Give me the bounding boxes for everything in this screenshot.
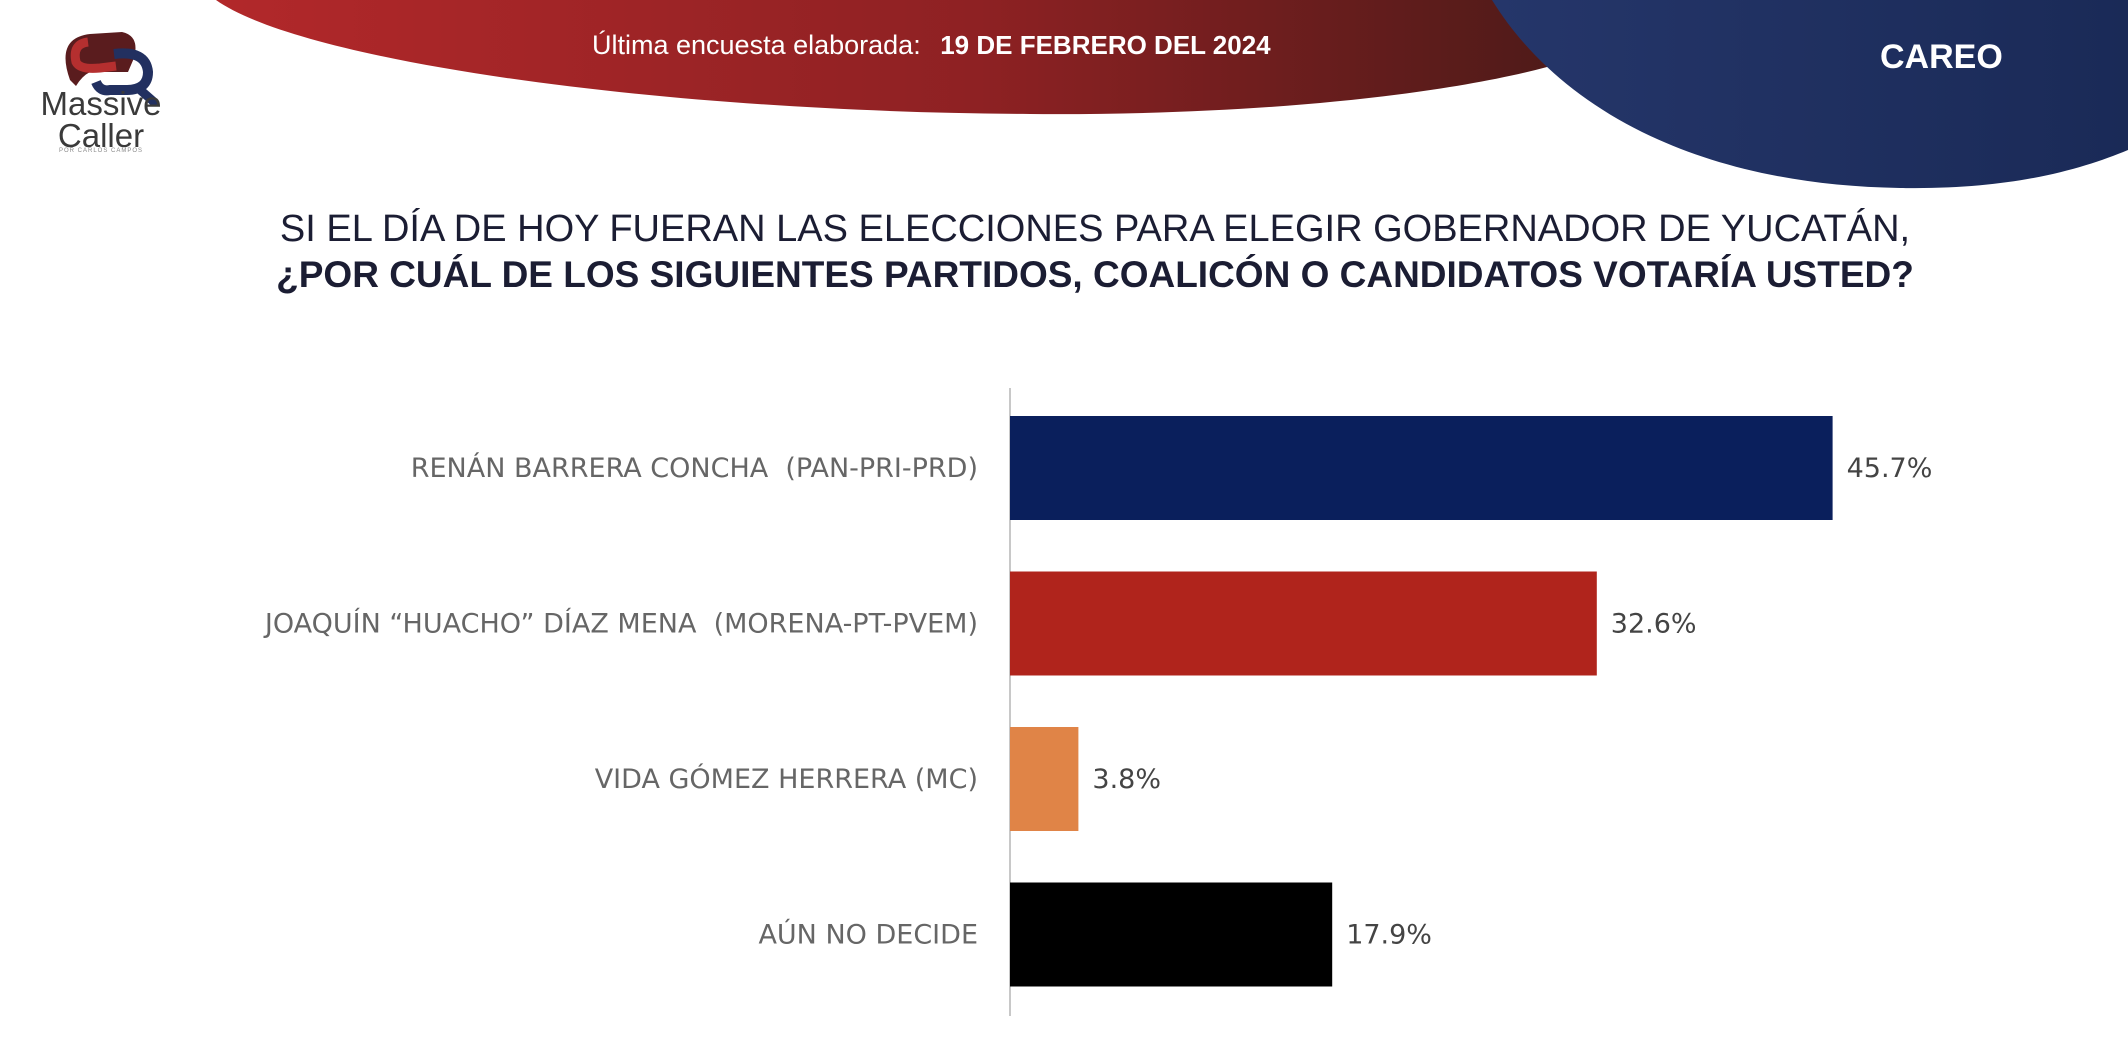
question-line-1: SI EL DÍA DE HOY FUERAN LAS ELECCIONES P… [279,208,1911,250]
category-label-2: VIDA GÓMEZ HERRERA (MC) [595,763,978,795]
vote-intention-chart: RENÁN BARRERA CONCHA (PAN-PRI-PRD) 45.7% J… [263,388,1933,1016]
logo-name-line2: Caller [57,117,145,154]
category-label-3: AÚN NO DECIDE [758,919,978,951]
bar-0 [1010,416,1833,520]
survey-date: Última encuesta elaborada: 19 DE FEBRERO… [592,30,1271,61]
value-label-2: 3.8% [1092,764,1161,795]
careo-tag: CAREO [1880,38,2003,76]
navy-header-band [1492,0,2128,189]
bar-2 [1010,727,1079,831]
bar-1 [1010,571,1597,676]
logo-tagline: POR CARLOS CAMPOS [58,148,143,154]
category-label-1: JOAQUÍN “HUACHO” DÍAZ MENA (MORENA-PT-PV… [263,608,978,640]
red-header-band [216,0,1600,115]
bar-3 [1010,882,1333,987]
value-label-1: 32.6% [1611,609,1697,640]
survey-date-value: 19 DE FEBRERO DEL 2024 [940,30,1271,60]
massive-caller-logo-icon [65,32,159,107]
logo-wordmark: Massive Caller [36,85,166,154]
logo-name-line1: Massive [40,85,162,122]
category-label-0: RENÁN BARRERA CONCHA (PAN-PRI-PRD) [411,452,978,484]
value-label-0: 45.7% [1847,453,1933,484]
value-label-3: 17.9% [1346,920,1432,951]
question-line-2: ¿POR CUÁL DE LOS SIGUIENTES PARTIDOS, CO… [276,254,1914,295]
survey-date-label: Última encuesta elaborada: [592,30,921,60]
